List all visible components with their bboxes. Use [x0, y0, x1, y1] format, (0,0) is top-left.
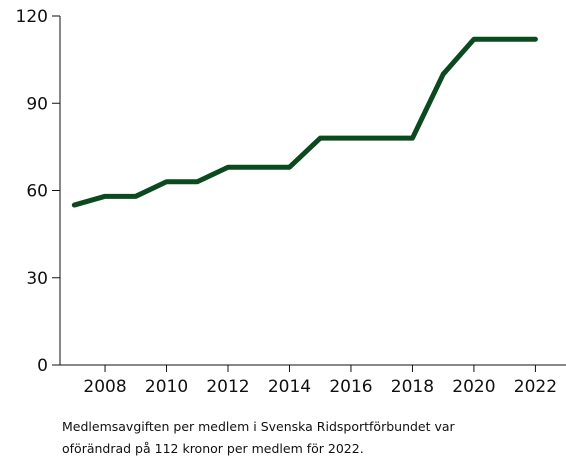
caption: oförändrad på 112 kronor per medlem för … [62, 441, 364, 456]
x-tick-label: 2008 [83, 377, 126, 397]
y-tick-label: 30 [26, 269, 48, 289]
y-tick-label: 90 [26, 94, 48, 114]
y-tick-label: 60 [26, 182, 48, 202]
y-tick-label: 120 [16, 7, 48, 27]
x-tick-label: 2020 [452, 377, 495, 397]
x-tick-label: 2014 [268, 377, 311, 397]
x-tick-label: 2010 [145, 377, 188, 397]
caption: Medlemsavgiften per medlem i Svenska Rid… [62, 419, 456, 434]
x-tick-label: 2012 [206, 377, 249, 397]
y-tick-label: 0 [37, 356, 48, 376]
line-series [71, 36, 538, 208]
x-tick-label: 2018 [391, 377, 434, 397]
x-tick-label: 2016 [329, 377, 372, 397]
x-tick-label: 2022 [514, 377, 557, 397]
